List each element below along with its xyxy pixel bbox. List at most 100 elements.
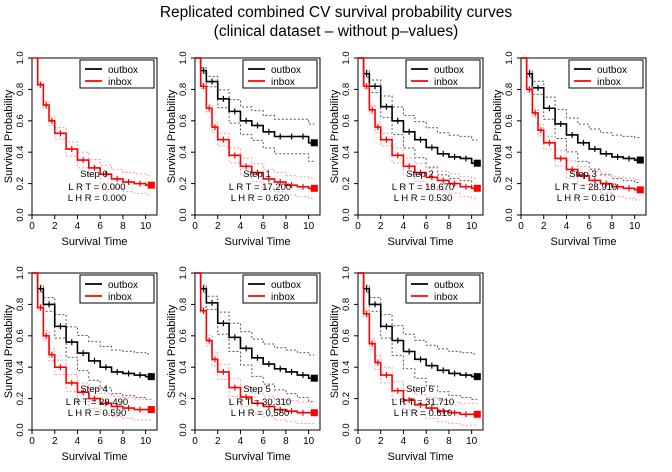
outbox-censor-mark [254,122,261,129]
inbox-censor-mark [603,180,610,187]
x-tick-label: 10 [303,436,315,447]
lrt-stat: L R T = 17.200 [229,182,291,193]
outbox-censor-mark [417,136,424,143]
legend-box [79,274,155,304]
survival-panel-2: 0 2 4 6 8 10 0.0 0.2 0.4 0.6 0.8 1.0 Survival Time Su… [329,51,484,248]
x-tick-label: 10 [303,221,315,232]
x-tick-label: 8 [120,436,126,447]
x-tick-label: 4 [564,221,570,232]
inbox-censor-mark [265,403,272,410]
step-label: Step 2 [406,169,433,180]
x-tick-label: 2 [541,221,547,232]
inbox-censor-mark [102,400,109,407]
y-tick-label: 0.4 [341,361,352,374]
legend-label-outbox: outbox [271,65,301,76]
x-axis-label: Survival Time [550,236,616,248]
inbox-censor-mark [374,124,381,131]
inbox-censor-mark [243,163,250,170]
inbox-censor-mark [546,139,553,146]
inbox-censor-mark [299,409,306,416]
inbox-censor-mark [220,136,227,143]
y-tick-label: 0.6 [15,329,26,342]
inbox-censor-mark [211,124,218,131]
inbox-censor-mark [580,172,587,179]
outbox-censor-mark [580,139,587,146]
inbox-censor-mark [91,395,98,402]
inbox-censor-mark [451,409,458,416]
y-tick-label: 1.0 [341,51,352,64]
outbox-ci-lower [358,272,478,400]
figure-title-line-2: (clinical dataset – without p–values) [213,23,459,40]
plot-frame [194,272,321,431]
legend-box [242,59,318,89]
outbox-censor-mark [114,368,121,375]
outbox-censor-mark [372,83,379,90]
outbox-censor-mark [299,133,306,140]
y-tick-label: 0.8 [504,83,515,96]
y-tick-label: 0.0 [15,423,26,436]
lhr-stat: L H R = 0.590 [68,408,127,419]
inbox-censor-mark [43,102,50,109]
inbox-censor-mark [417,169,424,176]
inbox-censor-mark [277,179,284,186]
inbox-censor-mark [428,174,435,181]
x-axis-label: Survival Time [224,451,290,463]
y-tick-label: 1.0 [504,51,515,64]
outbox-censor-mark [37,285,44,292]
legend-label-outbox: outbox [434,280,464,291]
x-tick-label: 10 [629,221,641,232]
outbox-censor-mark [372,301,379,308]
y-tick-label: 0.2 [178,392,189,405]
outbox-censor-mark [557,120,564,127]
x-tick-label: 6 [423,221,429,232]
x-tick-label: 6 [260,221,266,232]
x-axis-label: Survival Time [387,236,453,248]
inbox-censor-mark [231,384,238,391]
inbox-censor-mark [136,180,143,187]
outbox-censor-mark [209,299,216,306]
y-axis-label: Survival Probability [329,89,341,183]
y-tick-label: 0.8 [341,298,352,311]
outbox-censor-mark [136,372,143,379]
outbox-censor-mark [68,339,75,346]
outbox-censor-mark [299,372,306,379]
outbox-censor-mark [209,78,216,85]
x-tick-label: 10 [466,221,478,232]
x-tick-label: 0 [192,436,198,447]
x-tick-label: 6 [97,436,103,447]
inbox-censor-mark [125,405,132,412]
x-tick-label: 4 [401,221,407,232]
y-tick-label: 0.0 [341,208,352,221]
step-label: Step 1 [243,169,270,180]
inbox-censor-mark [369,106,376,113]
outbox-censor-mark [288,368,295,375]
inbox-censor-mark [68,379,75,386]
outbox-censor-mark [428,144,435,151]
outbox-censor-mark [277,365,284,372]
outbox-censor-mark [428,362,435,369]
inbox-censor-mark [462,183,469,190]
outbox-censor-mark [243,345,250,352]
x-tick-label: 8 [446,436,452,447]
legend-label-inbox: inbox [271,292,295,303]
legend-label-inbox: inbox [271,77,295,88]
inbox-censor-mark [383,372,390,379]
x-tick-label: 2 [52,221,58,232]
x-tick-label: 4 [401,436,407,447]
x-tick-label: 8 [609,221,615,232]
lhr-stat: L H R = 0.530 [394,193,453,204]
lrt-stat: L R T = 18.670 [392,182,454,193]
inbox-censor-mark [363,83,370,90]
y-axis-label: Survival Probability [3,304,15,398]
legend-label-inbox: inbox [597,77,621,88]
y-tick-label: 0.0 [178,208,189,221]
outbox-censor-mark [125,370,132,377]
inbox-censor-mark [57,130,64,137]
outbox-censor-mark [254,354,261,361]
outbox-censor-mark [603,150,610,157]
outbox-censor-mark [91,357,98,364]
inbox-censor-mark [299,183,306,190]
x-tick-label: 0 [29,221,35,232]
x-tick-label: 6 [260,436,266,447]
